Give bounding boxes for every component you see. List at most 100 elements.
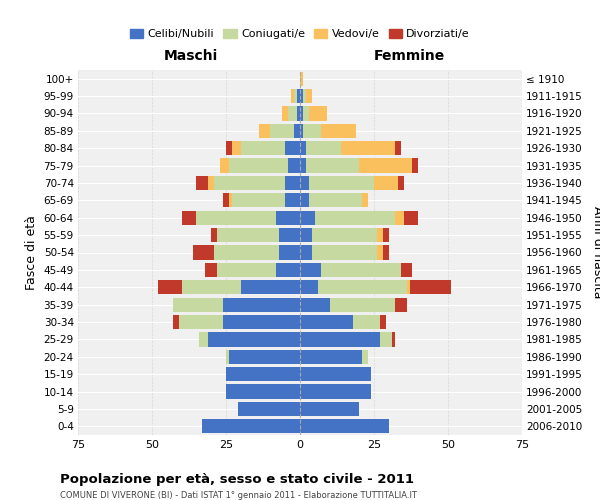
- Bar: [279, 246, 300, 260]
- Bar: [300, 315, 353, 329]
- Bar: [300, 72, 303, 86]
- Legend: Celibi/Nubili, Coniugati/e, Vedovi/e, Divorziati/e: Celibi/Nubili, Coniugati/e, Vedovi/e, Di…: [125, 24, 475, 44]
- Bar: [294, 124, 300, 138]
- Bar: [374, 176, 398, 190]
- Bar: [362, 350, 368, 364]
- Bar: [196, 176, 208, 190]
- Bar: [300, 298, 329, 312]
- Bar: [321, 124, 356, 138]
- Bar: [300, 367, 371, 382]
- Bar: [229, 193, 232, 208]
- Bar: [395, 298, 407, 312]
- Y-axis label: Anni di nascita: Anni di nascita: [591, 206, 600, 298]
- Bar: [407, 280, 410, 294]
- Bar: [300, 402, 359, 416]
- Bar: [211, 228, 217, 242]
- Bar: [285, 193, 300, 208]
- Bar: [329, 298, 395, 312]
- Bar: [300, 332, 380, 346]
- Bar: [318, 280, 407, 294]
- Bar: [395, 210, 404, 225]
- Bar: [380, 332, 392, 346]
- Bar: [341, 141, 395, 156]
- Bar: [226, 384, 300, 398]
- Bar: [309, 106, 326, 120]
- Bar: [214, 176, 285, 190]
- Bar: [226, 367, 300, 382]
- Bar: [392, 332, 395, 346]
- Bar: [232, 141, 241, 156]
- Bar: [285, 141, 300, 156]
- Bar: [196, 210, 277, 225]
- Text: Femmine: Femmine: [374, 48, 445, 62]
- Bar: [300, 350, 362, 364]
- Bar: [303, 124, 321, 138]
- Bar: [300, 141, 306, 156]
- Bar: [309, 193, 362, 208]
- Bar: [229, 350, 300, 364]
- Bar: [300, 384, 371, 398]
- Bar: [300, 124, 303, 138]
- Bar: [208, 332, 300, 346]
- Bar: [205, 263, 217, 277]
- Bar: [226, 141, 232, 156]
- Bar: [300, 228, 312, 242]
- Bar: [306, 141, 341, 156]
- Y-axis label: Fasce di età: Fasce di età: [25, 215, 38, 290]
- Bar: [199, 332, 208, 346]
- Bar: [223, 298, 300, 312]
- Bar: [182, 210, 196, 225]
- Text: COMUNE DI VIVERONE (BI) - Dati ISTAT 1° gennaio 2011 - Elaborazione TUTTITALIA.I: COMUNE DI VIVERONE (BI) - Dati ISTAT 1° …: [60, 491, 417, 500]
- Bar: [241, 141, 285, 156]
- Text: Popolazione per età, sesso e stato civile - 2011: Popolazione per età, sesso e stato civil…: [60, 472, 414, 486]
- Bar: [300, 280, 318, 294]
- Bar: [193, 246, 214, 260]
- Bar: [300, 89, 303, 103]
- Bar: [279, 228, 300, 242]
- Bar: [297, 89, 300, 103]
- Bar: [306, 158, 359, 172]
- Bar: [383, 228, 389, 242]
- Bar: [377, 228, 383, 242]
- Bar: [294, 89, 297, 103]
- Bar: [288, 106, 297, 120]
- Bar: [214, 246, 279, 260]
- Bar: [300, 246, 312, 260]
- Bar: [401, 263, 412, 277]
- Bar: [271, 124, 294, 138]
- Bar: [217, 228, 279, 242]
- Bar: [217, 263, 277, 277]
- Bar: [398, 176, 404, 190]
- Bar: [220, 158, 229, 172]
- Bar: [312, 246, 377, 260]
- Bar: [300, 263, 321, 277]
- Bar: [321, 263, 401, 277]
- Bar: [410, 280, 451, 294]
- Bar: [179, 315, 223, 329]
- Bar: [297, 106, 300, 120]
- Bar: [232, 193, 285, 208]
- Bar: [300, 158, 306, 172]
- Bar: [300, 176, 309, 190]
- Bar: [173, 298, 223, 312]
- Bar: [412, 158, 418, 172]
- Bar: [380, 315, 386, 329]
- Bar: [383, 246, 389, 260]
- Bar: [362, 193, 368, 208]
- Bar: [288, 158, 300, 172]
- Bar: [300, 193, 309, 208]
- Bar: [353, 315, 380, 329]
- Bar: [226, 350, 229, 364]
- Bar: [223, 193, 229, 208]
- Bar: [300, 106, 303, 120]
- Bar: [359, 158, 412, 172]
- Bar: [158, 280, 182, 294]
- Bar: [377, 246, 383, 260]
- Bar: [277, 263, 300, 277]
- Bar: [300, 419, 389, 434]
- Bar: [208, 176, 214, 190]
- Bar: [238, 402, 300, 416]
- Bar: [404, 210, 418, 225]
- Bar: [241, 280, 300, 294]
- Bar: [312, 228, 377, 242]
